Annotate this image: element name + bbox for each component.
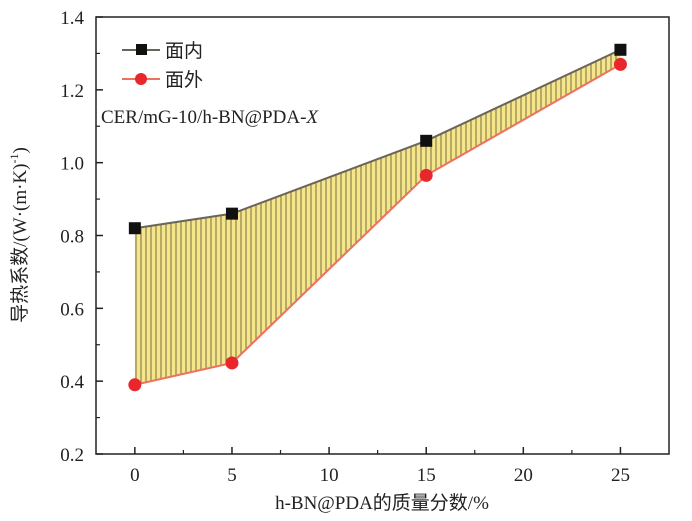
y-tick-label: 1.2 bbox=[60, 81, 84, 102]
x-tick-label: 15 bbox=[417, 465, 436, 486]
x-tick-label: 25 bbox=[611, 465, 630, 486]
y-tick-label: 0.4 bbox=[60, 372, 84, 393]
y-tick-label: 0.2 bbox=[60, 445, 84, 466]
x-tick-label: 0 bbox=[130, 465, 140, 486]
x-tick-label: 5 bbox=[227, 465, 237, 486]
series-line-0 bbox=[134, 48, 621, 230]
x-tick-label: 10 bbox=[320, 465, 339, 486]
legend-label-out-of-plane: 面外 bbox=[165, 69, 203, 91]
data-point-square bbox=[420, 134, 433, 147]
data-point-circle bbox=[613, 57, 627, 71]
y-tick-label: 0.6 bbox=[60, 299, 84, 320]
data-point-square bbox=[614, 43, 627, 56]
legend-marker-square bbox=[136, 44, 147, 55]
y-tick-label: 0.8 bbox=[60, 227, 84, 248]
x-axis-label: h-BN@PDA的质量分数/% bbox=[275, 492, 489, 514]
legend-label-in-plane: 面内 bbox=[165, 40, 203, 62]
y-axis-label: 导热系数/(W·(m·K)-1) bbox=[7, 147, 31, 323]
x-tick-label: 20 bbox=[514, 465, 533, 486]
legend-marker-circle bbox=[135, 73, 147, 85]
y-tick-label: 1.4 bbox=[60, 8, 84, 29]
data-point-square bbox=[225, 207, 238, 220]
y-tick-label: 1.0 bbox=[60, 154, 84, 175]
sample-annotation: CER/mG-10/h-BN@PDA-X bbox=[101, 107, 319, 128]
data-point-circle bbox=[419, 168, 433, 182]
series-line-1 bbox=[134, 63, 621, 386]
legend: 面内 面外 bbox=[122, 40, 203, 91]
data-point-square bbox=[128, 222, 141, 235]
data-point-circle bbox=[225, 356, 239, 370]
data-point-circle bbox=[128, 378, 142, 392]
